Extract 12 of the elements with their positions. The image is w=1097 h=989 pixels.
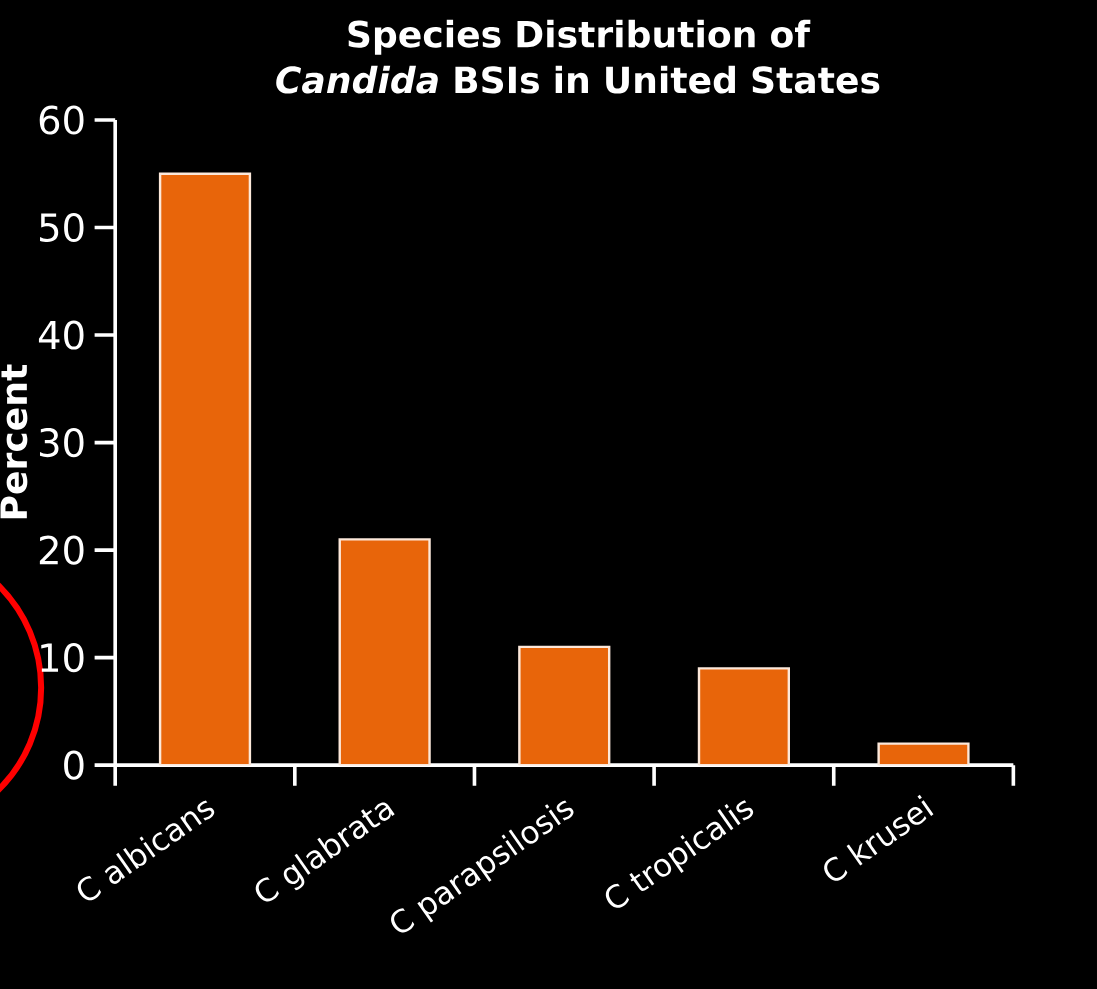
y-tick-label: 30 (39, 427, 84, 457)
bar (697, 667, 791, 765)
y-tick-label: 40 (38, 320, 84, 350)
y-tick-label: 50 (40, 212, 84, 242)
bar (158, 172, 252, 765)
bar (518, 645, 611, 765)
chart-title: Species Distribution of Candida BSIs in United States (276, 19, 880, 94)
y-tick-label: 20 (39, 535, 84, 565)
y-tick-label: 60 (39, 105, 84, 135)
y-tick-label: 0 (64, 750, 84, 780)
y-axis-title: Percent (0, 364, 28, 518)
y-tick-label: 10 (41, 642, 84, 673)
